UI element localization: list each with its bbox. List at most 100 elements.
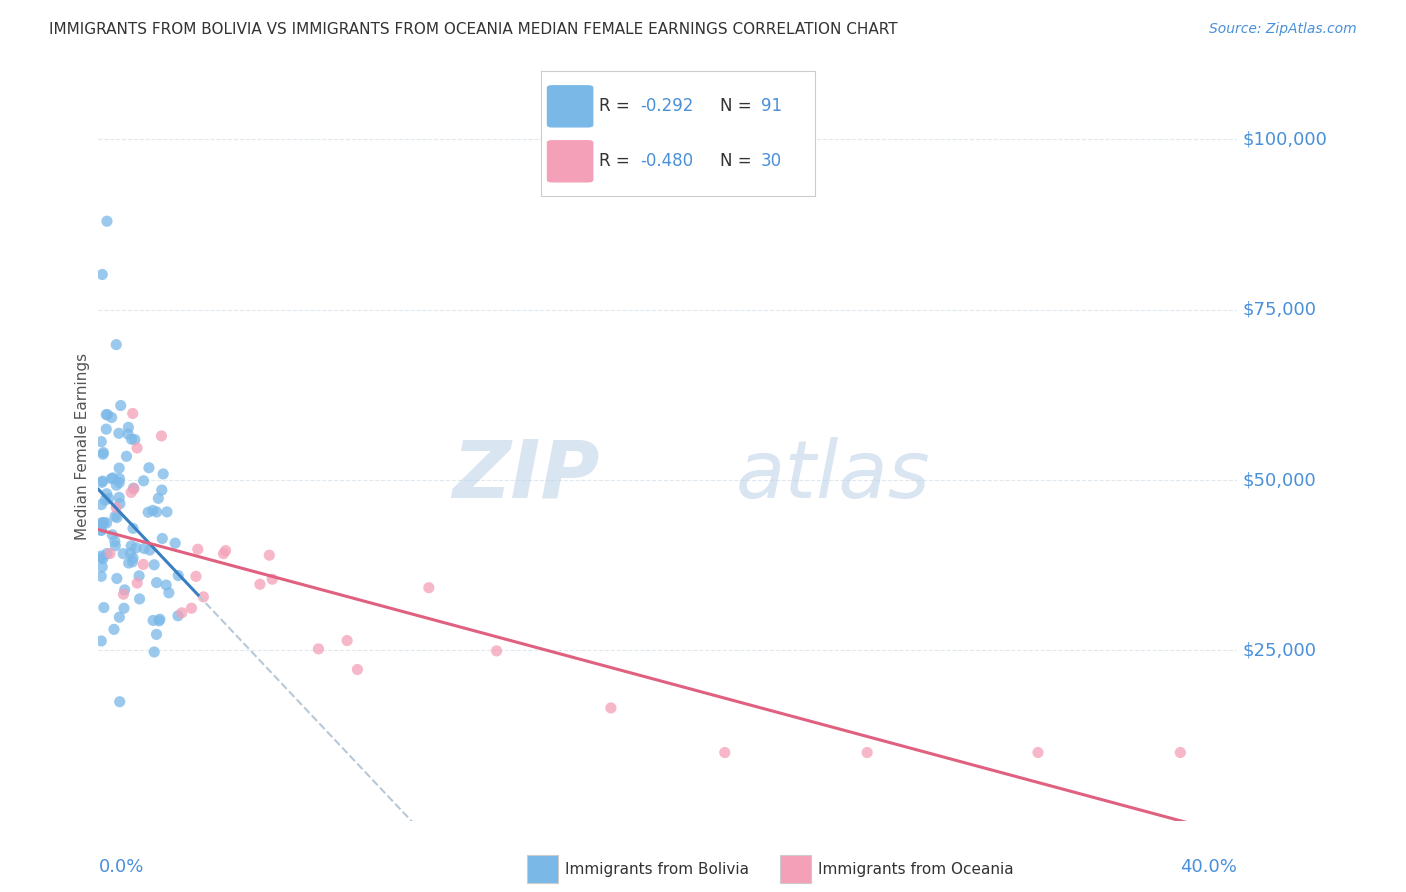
Point xyxy=(1026,746,1049,760)
Point xyxy=(114,582,136,597)
Point xyxy=(108,475,131,490)
Point xyxy=(91,560,114,574)
Point xyxy=(167,608,190,623)
FancyBboxPatch shape xyxy=(547,140,593,183)
Point xyxy=(97,491,120,506)
Text: 30: 30 xyxy=(761,153,782,170)
Point xyxy=(90,634,112,648)
Point xyxy=(96,516,118,530)
Point xyxy=(115,450,138,464)
Point xyxy=(96,547,118,561)
Text: atlas: atlas xyxy=(737,437,931,515)
Point xyxy=(108,426,131,441)
Point xyxy=(90,550,112,565)
Point xyxy=(104,534,127,549)
Point xyxy=(90,524,112,538)
Point xyxy=(91,268,114,282)
Point xyxy=(120,546,142,560)
Point xyxy=(100,472,122,486)
Point xyxy=(714,746,737,760)
Point xyxy=(104,509,127,524)
Text: R =: R = xyxy=(599,153,636,170)
Point xyxy=(108,610,131,624)
Point xyxy=(157,586,180,600)
Point xyxy=(105,337,128,351)
Point xyxy=(96,214,118,228)
Point xyxy=(132,474,155,488)
Point xyxy=(249,577,271,591)
Point xyxy=(101,528,124,542)
Point xyxy=(105,478,128,492)
Point xyxy=(122,481,145,495)
Point xyxy=(91,474,114,488)
Point xyxy=(142,614,165,628)
Point xyxy=(149,612,172,626)
Point xyxy=(120,485,142,500)
Text: $25,000: $25,000 xyxy=(1243,641,1317,659)
Point xyxy=(105,572,128,586)
Point xyxy=(148,614,170,628)
Point xyxy=(128,591,150,606)
Point xyxy=(112,601,135,615)
Point xyxy=(856,746,879,760)
Point xyxy=(96,408,118,422)
Text: $75,000: $75,000 xyxy=(1243,301,1317,318)
Point xyxy=(108,695,131,709)
Point xyxy=(90,434,112,449)
Point xyxy=(90,516,112,530)
Point xyxy=(143,645,166,659)
Point xyxy=(1170,746,1192,760)
Point xyxy=(122,551,145,566)
Point xyxy=(120,539,142,553)
Text: -0.480: -0.480 xyxy=(640,153,693,170)
Point xyxy=(145,575,167,590)
Point xyxy=(142,503,165,517)
Point xyxy=(108,497,131,511)
Point xyxy=(91,447,114,461)
Point xyxy=(187,542,209,557)
Point xyxy=(117,427,139,442)
Point xyxy=(104,539,127,553)
Point xyxy=(143,558,166,572)
Point xyxy=(118,556,141,570)
Point xyxy=(214,543,236,558)
Point xyxy=(145,627,167,641)
Point xyxy=(96,422,118,436)
Point xyxy=(93,445,115,459)
Point xyxy=(259,548,281,562)
Point xyxy=(485,644,508,658)
Point xyxy=(128,569,150,583)
Point xyxy=(105,500,128,515)
Point xyxy=(165,536,187,550)
Point xyxy=(132,558,155,572)
Point xyxy=(90,523,112,537)
Point xyxy=(346,663,368,677)
Point xyxy=(121,555,143,569)
Point xyxy=(90,498,112,512)
Point xyxy=(180,601,202,615)
Point xyxy=(91,551,114,566)
Point xyxy=(105,510,128,524)
Point xyxy=(127,576,149,591)
Text: 91: 91 xyxy=(761,97,782,115)
Point xyxy=(184,569,207,583)
Point xyxy=(336,633,359,648)
Point xyxy=(138,460,160,475)
Point xyxy=(138,543,160,558)
Text: Immigrants from Bolivia: Immigrants from Bolivia xyxy=(565,863,749,877)
Point xyxy=(170,606,193,620)
Point xyxy=(100,410,122,425)
Point xyxy=(125,541,148,555)
Y-axis label: Median Female Earnings: Median Female Earnings xyxy=(75,352,90,540)
Point xyxy=(112,587,135,601)
Point xyxy=(152,467,174,481)
Text: $100,000: $100,000 xyxy=(1243,130,1327,148)
Point xyxy=(145,505,167,519)
Point xyxy=(90,475,112,490)
Point xyxy=(193,590,215,604)
Text: N =: N = xyxy=(720,153,756,170)
Point xyxy=(262,572,284,586)
Point xyxy=(150,429,173,443)
Point xyxy=(125,441,148,455)
Point xyxy=(134,541,156,556)
